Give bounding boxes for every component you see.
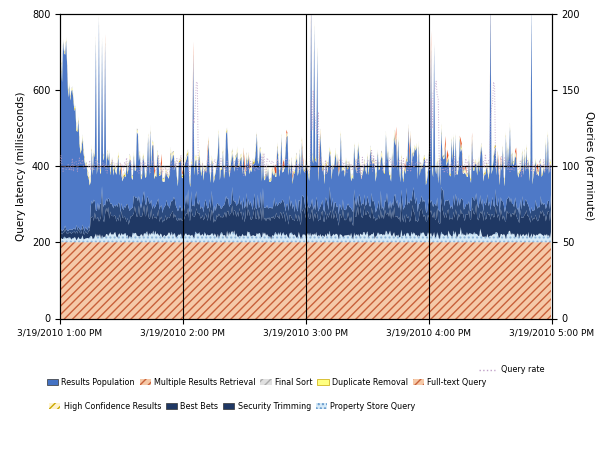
Y-axis label: Query latency (milliseconds): Query latency (milliseconds): [16, 91, 26, 241]
Legend: High Confidence Results, Best Bets, Security Trimming, Property Store Query: High Confidence Results, Best Bets, Secu…: [46, 399, 419, 414]
Y-axis label: Queries (per minute): Queries (per minute): [584, 111, 594, 221]
